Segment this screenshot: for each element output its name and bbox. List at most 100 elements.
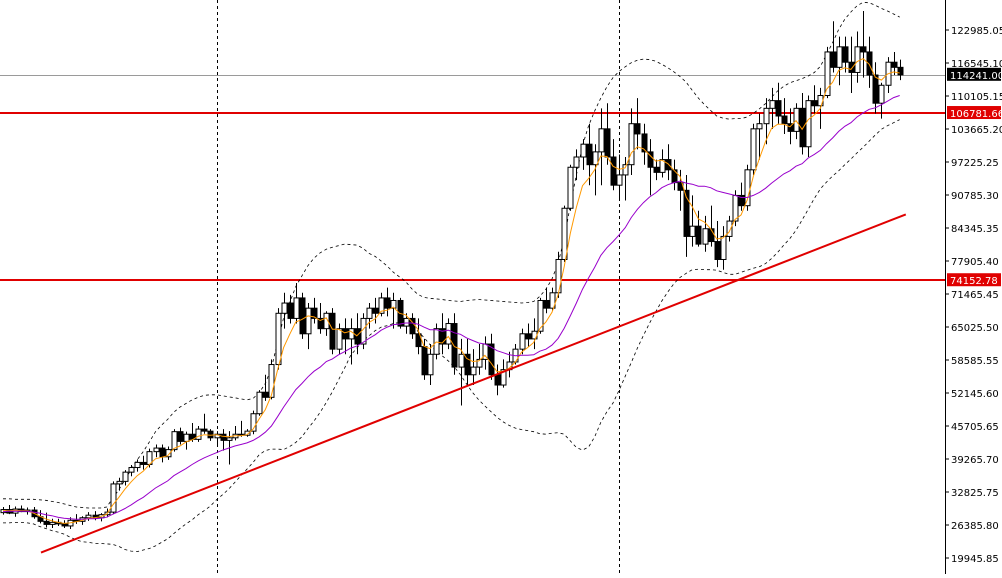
- candle: [336, 323, 343, 355]
- candle: [409, 313, 416, 339]
- candle: [634, 98, 641, 150]
- bear-candle-body: [647, 151, 654, 168]
- bear-candle-body: [201, 428, 208, 432]
- bull-candle-body: [549, 292, 556, 309]
- bear-candle-body: [354, 328, 361, 345]
- bear-candle-body: [872, 74, 879, 104]
- candle: [122, 470, 129, 486]
- level-price-label-box: [947, 106, 1001, 120]
- candle: [677, 169, 684, 211]
- bull-candle-body: [854, 46, 861, 73]
- candle: [476, 344, 483, 375]
- bull-candle-body: [183, 433, 190, 442]
- candle: [781, 98, 788, 134]
- candle: [543, 287, 550, 314]
- candle: [628, 108, 635, 175]
- fast-moving-average-line: [2, 57, 900, 524]
- bull-candle-body: [275, 312, 282, 366]
- candle: [140, 455, 147, 470]
- candle: [702, 215, 709, 252]
- price-tick-label: 39265.70: [951, 455, 999, 466]
- price-tick-label: 110105.15: [951, 92, 1002, 103]
- price-tick-label: 58585.55: [951, 356, 999, 367]
- candle: [616, 154, 623, 201]
- bull-candle-body: [128, 467, 135, 473]
- bear-candle-body: [317, 317, 324, 330]
- bull-candle-body: [195, 428, 202, 440]
- candle: [549, 287, 556, 311]
- candle: [878, 82, 885, 119]
- candle: [683, 174, 690, 257]
- bull-candle-body: [769, 100, 776, 109]
- trendline: [40, 213, 907, 554]
- bear-candle-body: [372, 307, 379, 314]
- candle: [726, 215, 733, 242]
- candle: [653, 159, 660, 181]
- bull-candle-body: [476, 358, 483, 368]
- candle: [756, 113, 763, 160]
- candle: [708, 205, 715, 247]
- candle: [482, 336, 489, 370]
- candle: [378, 292, 385, 317]
- candle: [836, 36, 843, 86]
- bull-candle-body: [427, 353, 434, 376]
- price-tick-label: 52145.60: [951, 389, 999, 400]
- candle: [232, 426, 239, 441]
- candle: [720, 226, 727, 270]
- candle: [824, 46, 831, 99]
- bull-candle-body: [622, 164, 629, 176]
- candle: [238, 420, 245, 437]
- bear-candle-body: [641, 133, 648, 153]
- bull-candle-body: [592, 151, 599, 166]
- candle: [329, 308, 336, 355]
- trendline-group: [40, 213, 907, 554]
- price-tick-label: 97225.25: [951, 158, 999, 169]
- bollinger-lower-band: [3, 119, 900, 553]
- bull-candle-body: [573, 156, 580, 168]
- candle: [695, 210, 702, 247]
- bear-candle-body: [842, 46, 849, 63]
- bull-candle-body: [689, 225, 696, 237]
- bull-candle-body: [482, 343, 489, 360]
- candle: [268, 359, 275, 400]
- candle: [567, 164, 574, 211]
- bear-candle-body: [159, 447, 166, 458]
- bull-candle-body: [628, 123, 635, 166]
- bear-candle-body: [634, 123, 641, 135]
- bear-candle-body: [342, 328, 349, 340]
- bear-candle-body: [421, 346, 428, 376]
- price-tick-label: 116545.10: [951, 59, 1002, 70]
- bull-candle-body: [85, 514, 92, 519]
- price-axis: 122985.05 116545.10 110105.15 103665.20 9722…: [945, 0, 1002, 574]
- bull-candle-body: [750, 128, 757, 171]
- level-price-label-box: [947, 273, 1001, 287]
- bear-candle-body: [439, 328, 446, 345]
- bull-candle-body: [598, 128, 605, 153]
- bull-candle-body: [702, 228, 709, 245]
- bull-candle-body: [500, 369, 507, 386]
- candle: [891, 51, 898, 76]
- candle: [897, 59, 904, 81]
- bull-candle-body: [403, 317, 410, 327]
- candle: [220, 429, 227, 451]
- candle: [470, 349, 477, 386]
- candle: [647, 139, 654, 196]
- candle: [128, 464, 135, 477]
- bear-candle-body: [897, 66, 904, 76]
- bear-candle-body: [604, 128, 611, 158]
- candle: [256, 390, 263, 416]
- bull-candle-body: [580, 143, 587, 158]
- bear-candle-body: [525, 333, 532, 340]
- bear-candle-body: [695, 225, 702, 245]
- candle: [531, 318, 538, 350]
- bull-candle-body: [433, 328, 440, 355]
- bear-candle-body: [329, 312, 336, 350]
- price-tick-label: 45705.65: [951, 422, 999, 433]
- bear-candle-body: [415, 333, 422, 348]
- price-tick-label: 26385.80: [951, 521, 999, 532]
- candle: [165, 446, 172, 460]
- candle: [366, 303, 373, 329]
- bear-candle-body: [787, 123, 794, 132]
